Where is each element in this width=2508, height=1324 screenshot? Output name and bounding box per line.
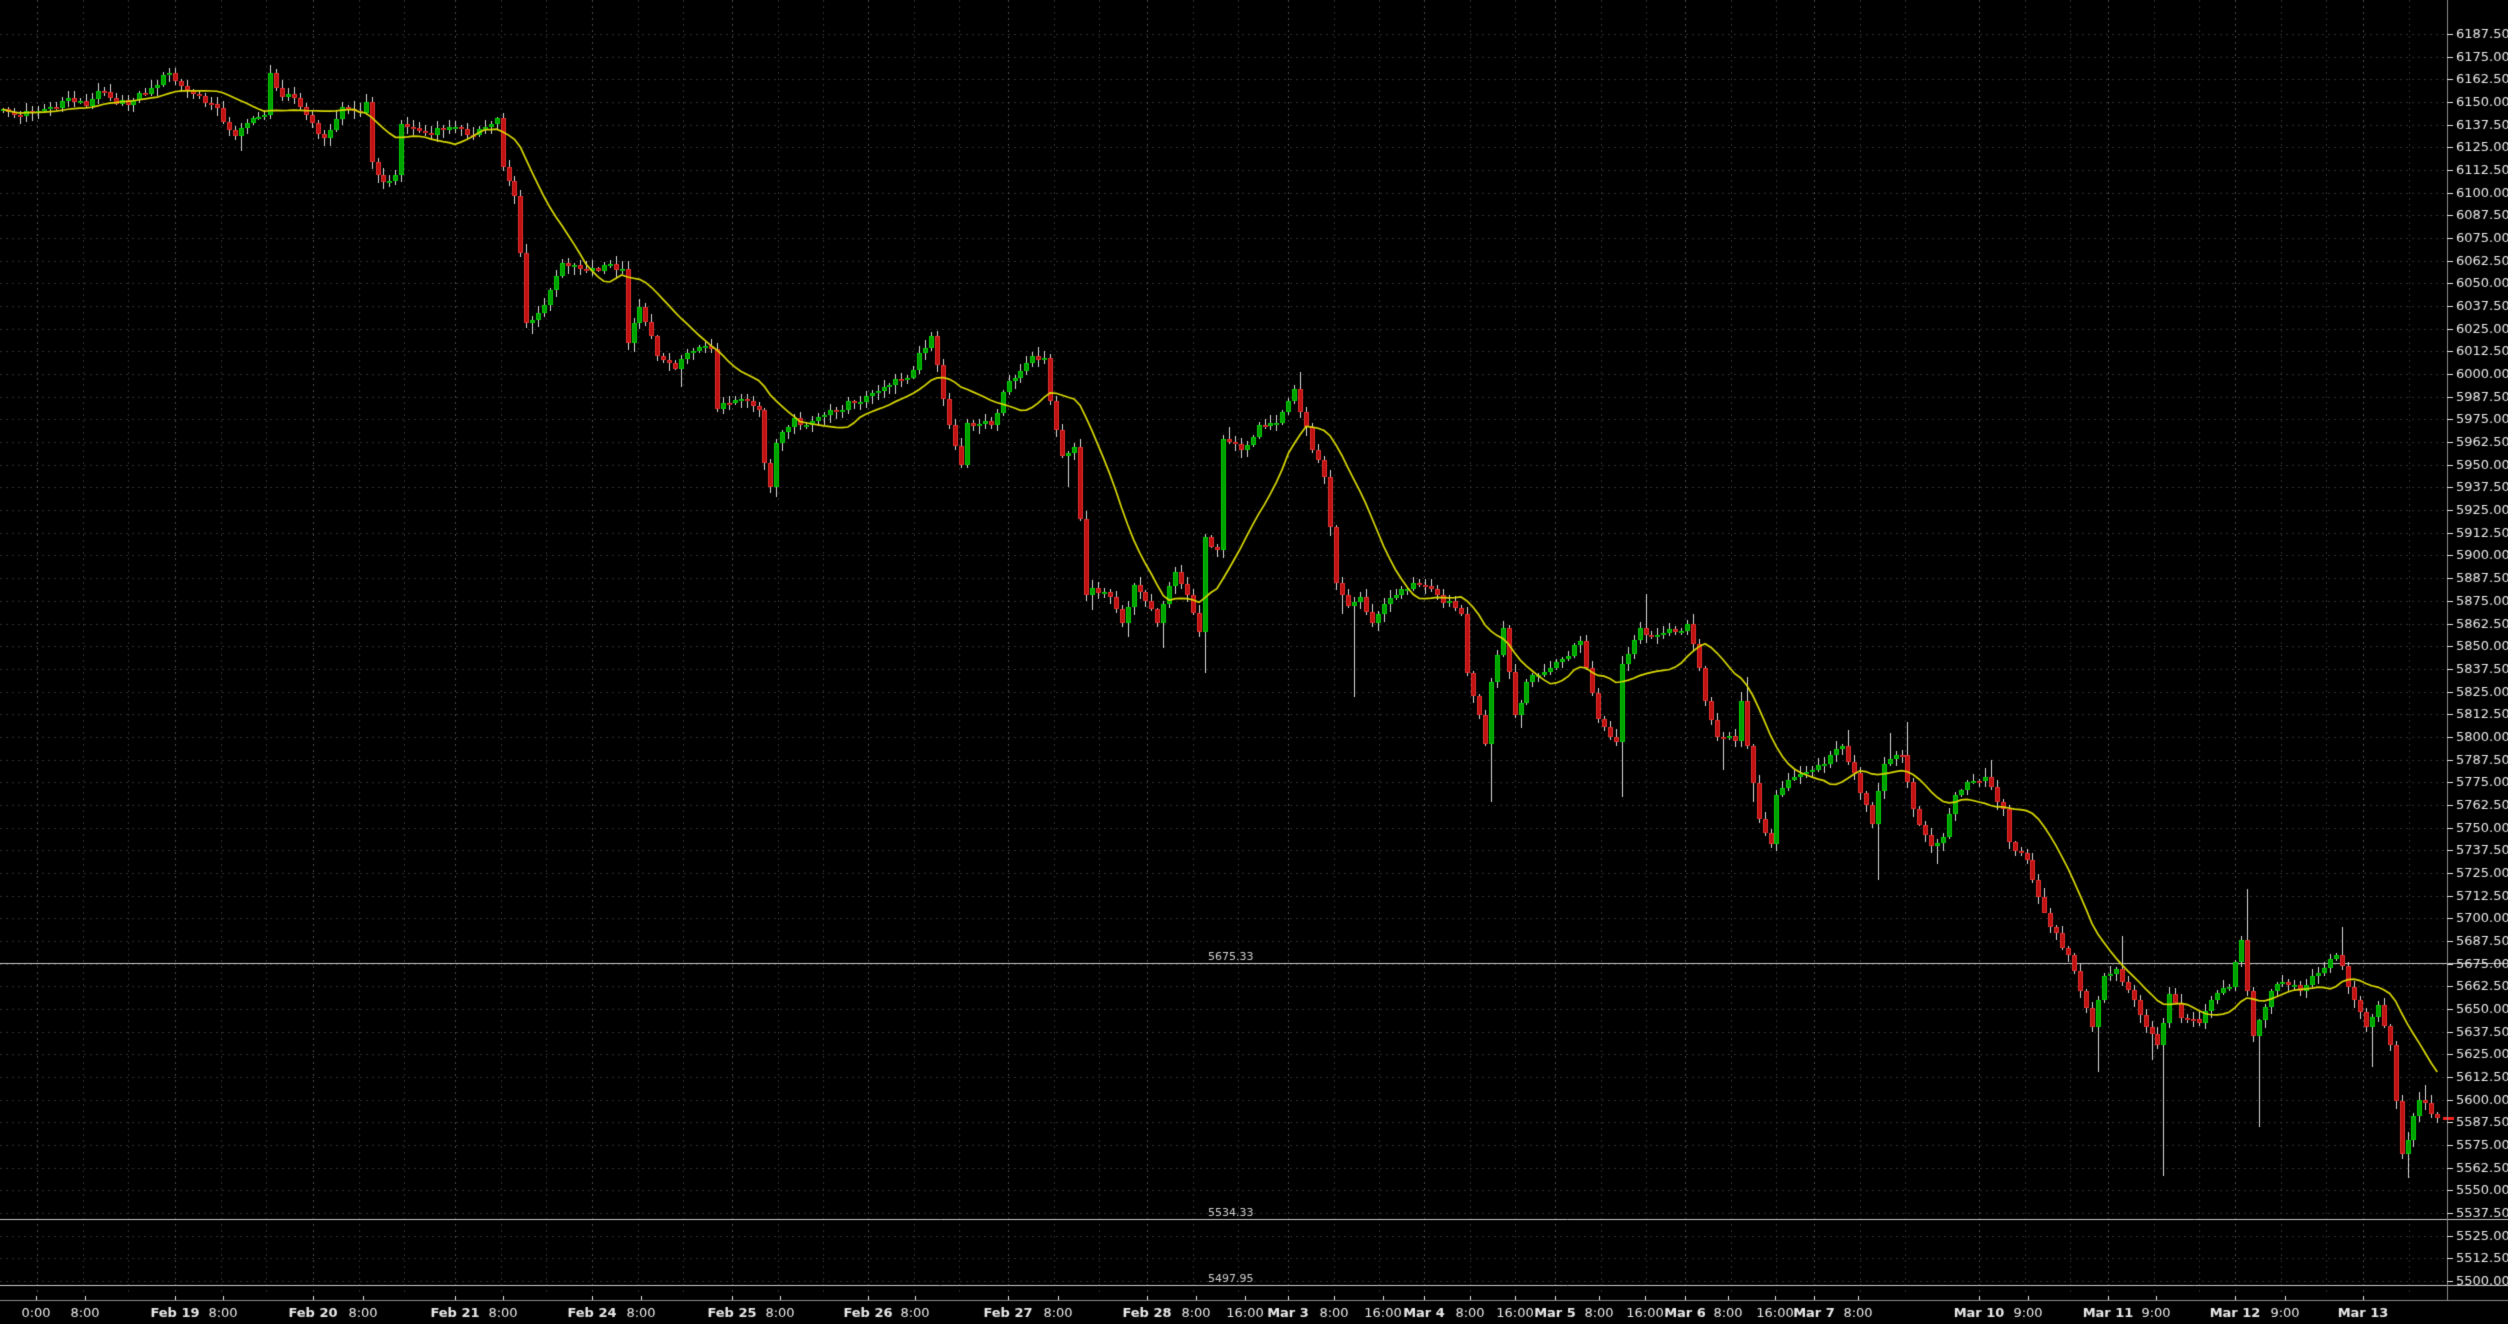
trading-chart-window bbox=[0, 0, 2508, 1324]
candlestick-chart-canvas[interactable] bbox=[0, 0, 2508, 1324]
